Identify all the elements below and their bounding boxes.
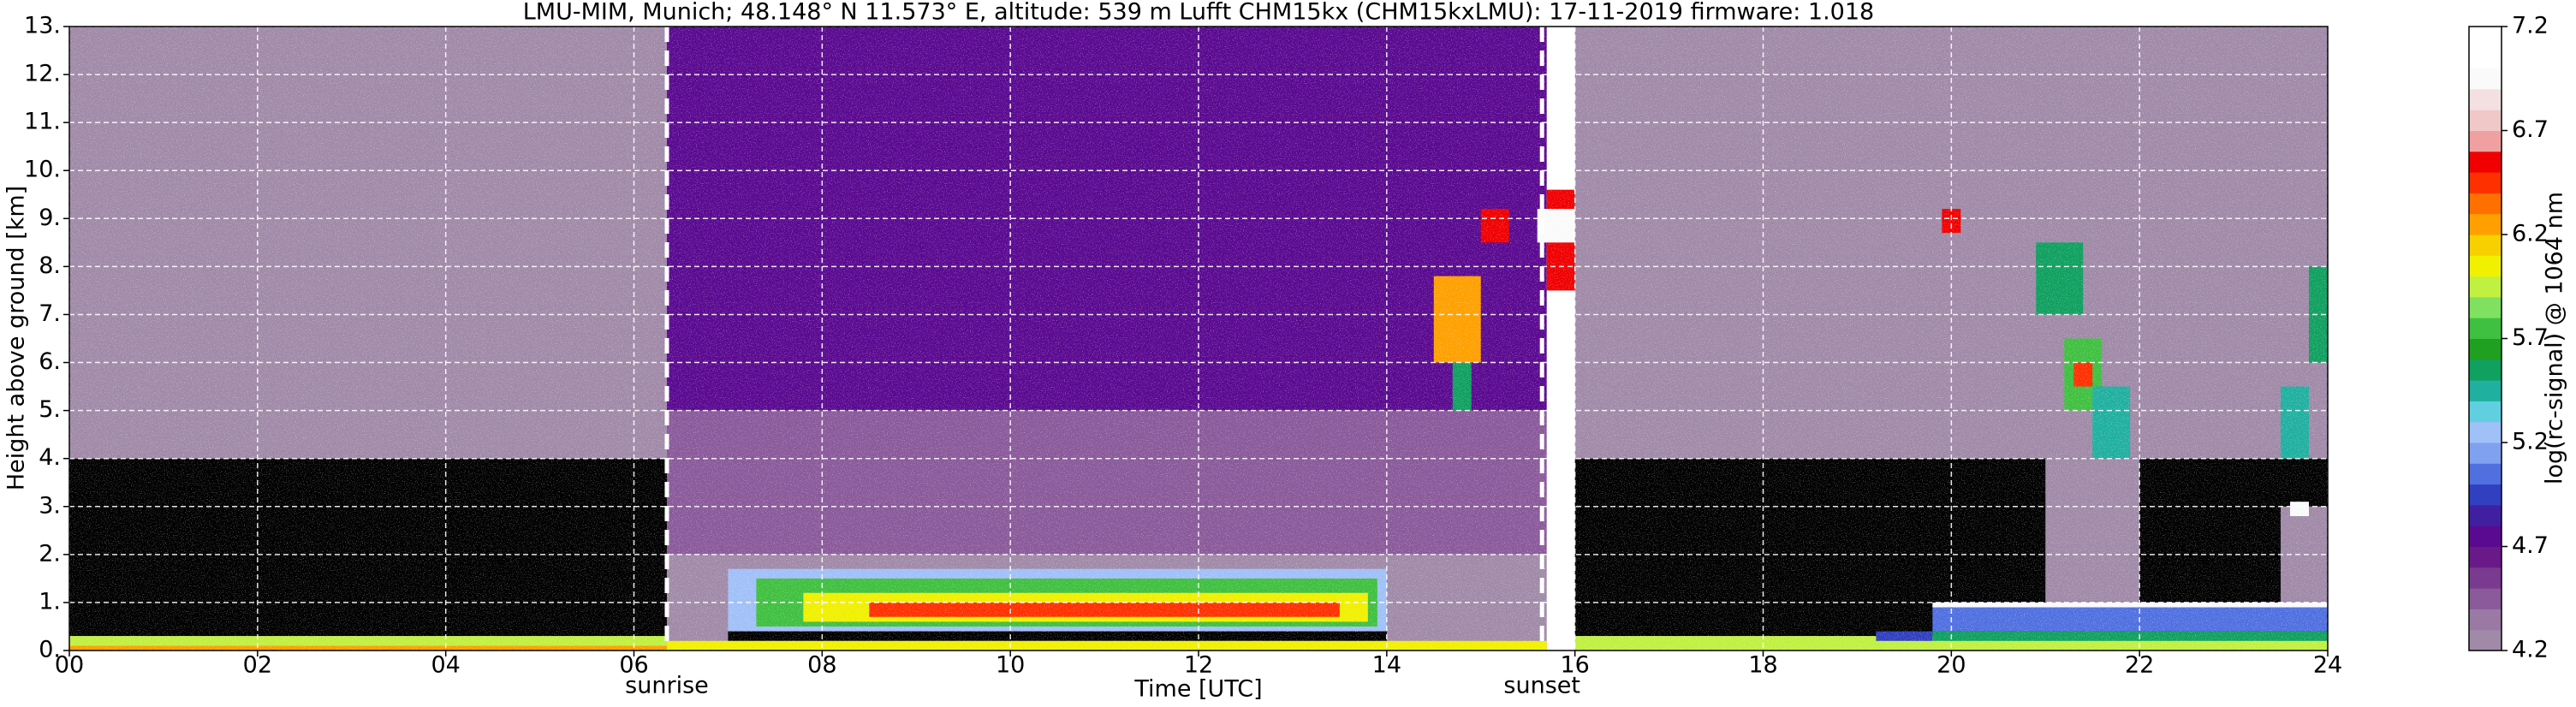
x-tick-label: 22 bbox=[2125, 652, 2154, 679]
y-tick-label: 1. bbox=[39, 588, 61, 615]
colorbar-swatch bbox=[2469, 151, 2502, 173]
colorbar-swatch bbox=[2469, 463, 2502, 485]
colorbar-swatch bbox=[2469, 130, 2502, 152]
y-axis-label: Height above ground [km] bbox=[3, 186, 30, 490]
colorbar-swatch bbox=[2469, 546, 2502, 568]
x-tick-label: 08 bbox=[807, 652, 836, 679]
colorbar-swatch bbox=[2469, 47, 2502, 69]
colorbar-swatch bbox=[2469, 193, 2502, 215]
colorbar-tick-label: 4.2 bbox=[2512, 637, 2549, 663]
colorbar-tick-label: 5.7 bbox=[2512, 324, 2549, 351]
y-tick-label: 2. bbox=[39, 540, 61, 567]
colorbar-tick-label: 6.2 bbox=[2512, 221, 2549, 247]
colorbar-tick-label: 6.7 bbox=[2512, 116, 2549, 143]
x-tick-label: 14 bbox=[1372, 652, 1401, 679]
annotation-label: sunrise bbox=[625, 673, 709, 699]
x-axis-label: Time [UTC] bbox=[1133, 676, 1262, 703]
colorbar-swatch bbox=[2469, 235, 2502, 256]
colorbar-swatch bbox=[2469, 484, 2502, 506]
plot-frame bbox=[68, 26, 2329, 651]
colorbar-tick-label: 7.2 bbox=[2512, 13, 2549, 39]
colorbar-tick-label: 4.7 bbox=[2512, 532, 2549, 559]
x-tick-label: 24 bbox=[2313, 652, 2342, 679]
colorbar-swatch bbox=[2469, 609, 2502, 631]
y-tick-label: 7. bbox=[39, 300, 61, 327]
y-tick-label: 4. bbox=[39, 444, 61, 471]
colorbar-swatch bbox=[2469, 68, 2502, 90]
colorbar-swatch bbox=[2469, 338, 2502, 360]
colorbar-swatch bbox=[2469, 401, 2502, 423]
colorbar-swatch bbox=[2469, 588, 2502, 609]
colorbar-swatch bbox=[2469, 172, 2502, 193]
x-tick-label: 04 bbox=[431, 652, 460, 679]
y-tick-label: 13. bbox=[24, 13, 61, 39]
y-tick-label: 6. bbox=[39, 348, 61, 375]
colorbar-swatch bbox=[2469, 421, 2502, 443]
colorbar-swatch bbox=[2469, 213, 2502, 235]
y-tick-label: 5. bbox=[39, 396, 61, 423]
colorbar-swatch bbox=[2469, 359, 2502, 381]
x-tick-label: 12 bbox=[1184, 652, 1213, 679]
x-tick-label: 16 bbox=[1560, 652, 1589, 679]
x-tick-label: 00 bbox=[55, 652, 84, 679]
x-tick-label: 18 bbox=[1748, 652, 1777, 679]
y-tick-label: 10. bbox=[24, 157, 61, 183]
colorbar-swatch bbox=[2469, 380, 2502, 401]
colorbar-swatch bbox=[2469, 526, 2502, 547]
colorbar-swatch bbox=[2469, 27, 2502, 48]
chart-title: LMU-MIM, Munich; 48.148° N 11.573° E, al… bbox=[523, 0, 1874, 26]
y-tick-label: 0. bbox=[39, 637, 61, 663]
x-tick-label: 02 bbox=[243, 652, 272, 679]
colorbar-swatch bbox=[2469, 276, 2502, 298]
colorbar-swatch bbox=[2469, 110, 2502, 131]
colorbar-swatch bbox=[2469, 255, 2502, 277]
colorbar-swatch bbox=[2469, 567, 2502, 589]
y-tick-label: 12. bbox=[24, 61, 61, 87]
y-tick-label: 9. bbox=[39, 205, 61, 231]
y-tick-label: 11. bbox=[24, 109, 61, 135]
colorbar-label: log(rc-signal) @ 1064 nm bbox=[2542, 192, 2568, 484]
x-tick-label: 06 bbox=[619, 652, 648, 679]
y-tick-label: 3. bbox=[39, 492, 61, 519]
colorbar-swatch bbox=[2469, 88, 2502, 110]
colorbar-swatch bbox=[2469, 629, 2502, 651]
colorbar-swatch bbox=[2469, 296, 2502, 318]
x-tick-label: 10 bbox=[996, 652, 1025, 679]
y-tick-label: 8. bbox=[39, 253, 61, 279]
annotation-label: sunset bbox=[1503, 673, 1580, 699]
colorbar-swatch bbox=[2469, 504, 2502, 526]
colorbar-tick-label: 5.2 bbox=[2512, 429, 2549, 455]
colorbar-swatch bbox=[2469, 318, 2502, 339]
x-tick-label: 20 bbox=[1936, 652, 1966, 679]
colorbar-swatch bbox=[2469, 443, 2502, 464]
